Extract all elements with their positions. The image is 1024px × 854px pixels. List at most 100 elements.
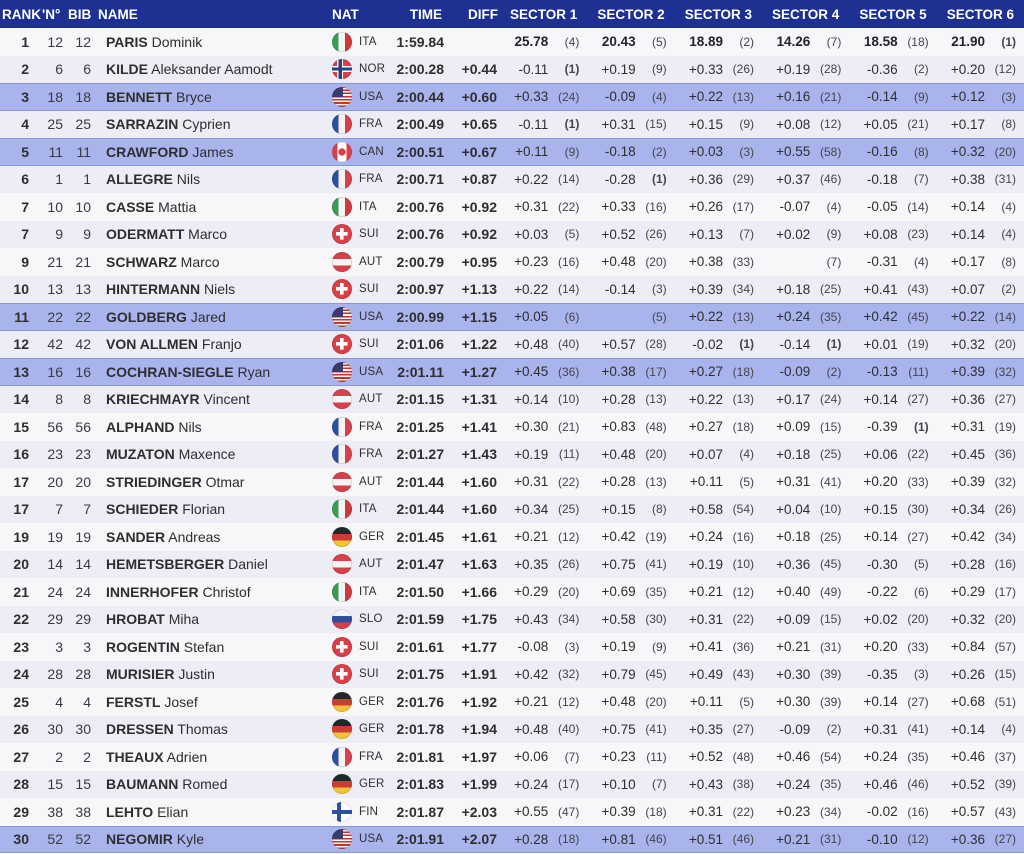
sector-4-cell: +0.31 (41) xyxy=(762,474,849,489)
table-row[interactable]: 27 2 2 THEAUX Adrien FRA 2:01.81 +1.97 +0.06 (7)… xyxy=(0,743,1024,771)
sector-value: +0.38 xyxy=(950,171,985,187)
table-row[interactable]: 2 6 6 KILDE Aleksander Aamodt NOR 2:00.28 +0.4… xyxy=(0,55,1024,83)
table-row[interactable]: 7 9 9 ODERMATT Marco SUI 2:00.76 +0.92 +0.03 (5)… xyxy=(0,220,1024,248)
nat-cell: USA xyxy=(330,306,396,327)
nat-code: SUI xyxy=(359,338,379,351)
sector-rank: (45) xyxy=(907,309,929,324)
time-cell: 2:00.99 xyxy=(396,308,444,325)
sector-value: -0.07 xyxy=(779,199,811,215)
table-row[interactable]: 26 30 30 DRESSEN Thomas GER 2:01.78 +1.94 +0.48… xyxy=(0,715,1024,743)
table-row[interactable]: 19 19 19 SANDER Andreas GER 2:01.45 +1.61 +0.21… xyxy=(0,523,1024,551)
table-row[interactable]: 16 23 23 MUZATON Maxence FRA 2:01.27 +1.43 +0.1… xyxy=(0,440,1024,468)
table-row[interactable]: 22 29 29 HROBAT Miha SLO 2:01.59 +1.75 +0.43 (34… xyxy=(0,605,1024,633)
table-row[interactable]: 30 52 52 NEGOMIR Kyle USA 2:01.91 +2.07 +0.28 (1… xyxy=(0,825,1024,853)
table-row[interactable]: 13 16 16 COCHRAN-SIEGLE Ryan USA 2:01.11 +1.27… xyxy=(0,358,1024,386)
athlete-last-name: KRIECHMAYR xyxy=(106,391,200,408)
table-row[interactable]: 29 38 38 LEHTO Elian FIN 2:01.87 +2.03 +0.55 (47… xyxy=(0,798,1024,826)
table-row[interactable]: 10 13 13 HINTERMANN Niels SUI 2:00.97 +1.13 +0.… xyxy=(0,275,1024,303)
table-row[interactable]: 17 7 7 SCHIEDER Florian ITA 2:01.44 +1.60 +0.34… xyxy=(0,495,1024,523)
start-number-cell: 29 xyxy=(47,611,63,628)
rank-cell: 12 xyxy=(13,336,29,353)
sector-rank: (2) xyxy=(1001,282,1016,297)
time-cell: 2:01.15 xyxy=(396,391,444,408)
sector-rank: (26) xyxy=(645,227,667,242)
sector-value: +0.14 xyxy=(950,226,985,242)
nat-code: USA xyxy=(359,90,384,103)
time-cell: 2:00.28 xyxy=(396,61,444,78)
table-row[interactable]: 3 18 18 BENNETT Bryce USA 2:00.44 +0.60 +0.33 (2… xyxy=(0,83,1024,111)
athlete-first-name: Stefan xyxy=(179,638,225,655)
table-row[interactable]: 28 15 15 BAUMANN Romed GER 2:01.83 +1.99 +0.24 (… xyxy=(0,770,1024,798)
sector-2-cell: +0.69 (35) xyxy=(587,584,674,599)
sector-rank: (39) xyxy=(819,667,842,682)
athlete-last-name: GOLDBERG xyxy=(106,308,187,325)
sector-rank: (19) xyxy=(907,337,929,352)
athlete-last-name: CASSE xyxy=(106,198,155,215)
sector-4-cell: +0.21 (31) xyxy=(762,639,849,654)
sector-value: +0.31 xyxy=(863,721,898,737)
sector-value: -0.05 xyxy=(866,199,898,215)
table-row[interactable]: 24 28 28 MURISIER Justin SUI 2:01.75 +1.91 +0.4… xyxy=(0,660,1024,688)
table-row[interactable]: 12 42 42 VON ALLMEN Franjo SUI 2:01.06 +1.22 +0… xyxy=(0,330,1024,358)
sector-4-cell: -0.09 (2) xyxy=(762,364,849,379)
sector-value: +0.68 xyxy=(950,694,985,710)
table-row[interactable]: 11 22 22 GOLDBERG Jared USA 2:00.99 +1.15 +0.05… xyxy=(0,303,1024,331)
rank-cell: 25 xyxy=(13,693,29,710)
table-row[interactable]: 9 21 21 SCHWARZ Marco AUT 2:00.79 +0.95 +0.23 (1… xyxy=(0,248,1024,276)
sector-rank: (15) xyxy=(819,612,842,627)
sector-rank: (7) xyxy=(564,749,580,764)
sector-rank: (27) xyxy=(907,392,929,407)
athlete-last-name: BAUMANN xyxy=(106,776,179,793)
table-row[interactable]: 6 1 1 ALLEGRE Nils FRA 2:00.71 +0.87 +0.22 (14) -… xyxy=(0,165,1024,193)
sector-6-cell: +0.39 (32) xyxy=(937,364,1024,379)
sector-value: +0.38 xyxy=(601,364,636,380)
sector-value: -0.09 xyxy=(779,721,811,737)
sector-4-cell: +0.46 (54) xyxy=(762,749,849,764)
athlete-last-name: DRESSEN xyxy=(106,721,174,738)
table-row[interactable]: 20 14 14 HEMETSBERGER Daniel AUT 2:01.47 +1.63… xyxy=(0,550,1024,578)
sector-value: -0.14 xyxy=(604,281,636,297)
table-row[interactable]: 25 4 4 FERSTL Josef GER 2:01.76 +1.92 +0.21 (12)… xyxy=(0,688,1024,716)
diff-cell: +1.41 xyxy=(461,418,497,435)
nat-code: CAN xyxy=(359,145,384,158)
sector-4-cell: +0.18 (25) xyxy=(762,529,849,544)
sector-value: +0.20 xyxy=(863,639,898,655)
sector-value: +0.24 xyxy=(688,529,723,545)
table-row[interactable]: 14 8 8 KRIECHMAYR Vincent AUT 2:01.15 +1.31 +0.… xyxy=(0,385,1024,413)
sector-2-cell: +0.52 (26) xyxy=(587,227,674,242)
sector-rank: (16) xyxy=(994,557,1016,572)
athlete-name: HEMETSBERGER Daniel xyxy=(96,556,330,572)
sector-value: +0.45 xyxy=(514,364,549,380)
sector-rank: (4) xyxy=(826,199,842,214)
sector-value: +0.14 xyxy=(863,391,898,407)
sector-1-cell: +0.22 (14) xyxy=(500,282,587,297)
sector-rank: (9) xyxy=(651,639,667,654)
table-row[interactable]: 15 56 56 ALPHAND Nils FRA 2:01.25 +1.41 +0.30 (2… xyxy=(0,413,1024,441)
sector-value: +0.19 xyxy=(776,61,811,77)
athlete-last-name: CRAWFORD xyxy=(106,143,189,160)
table-row[interactable]: 17 20 20 STRIEDINGER Otmar AUT 2:01.44 +1.60 +0… xyxy=(0,468,1024,496)
table-row[interactable]: 1 12 12 PARIS Dominik ITA 1:59.84 25.78 (4) 20.4… xyxy=(0,28,1024,56)
table-row[interactable]: 21 24 24 INNERHOFER Christof ITA 2:01.50 +1.66… xyxy=(0,578,1024,606)
sector-rank: (9) xyxy=(739,117,754,132)
sector-4-cell: 14.26 (7) xyxy=(762,34,849,49)
sector-value: +0.19 xyxy=(601,61,636,77)
sector-5-cell: +0.01 (19) xyxy=(849,337,936,352)
sector-5-cell: +0.14 (27) xyxy=(849,694,936,709)
sector-value: +0.22 xyxy=(688,309,723,325)
sector-rank: (26) xyxy=(557,557,580,572)
sector-5-cell: -0.39 (1) xyxy=(849,419,936,434)
sector-3-cell: +0.07 (4) xyxy=(675,447,762,462)
diff-cell: +0.60 xyxy=(461,88,497,105)
sector-value: +0.48 xyxy=(514,721,549,737)
table-row[interactable]: 23 3 3 ROGENTIN Stefan SUI 2:01.61 +1.77 -0.08 (… xyxy=(0,633,1024,661)
athlete-first-name: Cyprien xyxy=(178,116,231,133)
table-row[interactable]: 4 25 25 SARRAZIN Cyprien FRA 2:00.49 +0.65 -0.1… xyxy=(0,110,1024,138)
sector-value: +0.39 xyxy=(601,804,636,820)
header-nat: NAT xyxy=(332,6,359,22)
diff-cell: +0.92 xyxy=(461,226,497,243)
table-row[interactable]: 5 11 11 CRAWFORD James CAN 2:00.51 +0.67 +0.11 (… xyxy=(0,138,1024,166)
table-row[interactable]: 7 10 10 CASSE Mattia ITA 2:00.76 +0.92 +0.31 (22… xyxy=(0,193,1024,221)
nat-cell: FRA xyxy=(330,746,396,767)
bib-cell: 18 xyxy=(75,88,91,105)
